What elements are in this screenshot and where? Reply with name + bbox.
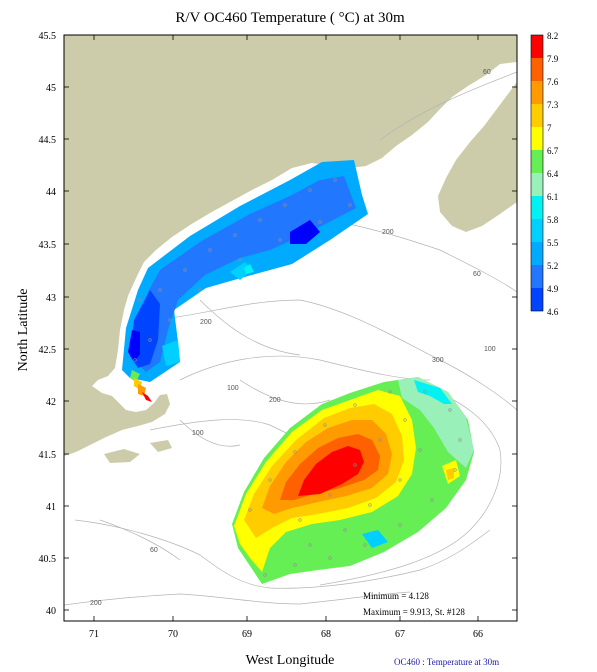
- y-tick-label: 44: [46, 187, 56, 198]
- georges-bank-temperature-field: [232, 377, 474, 584]
- colorbar-label: 7: [547, 123, 552, 133]
- colorbar-swatch: [531, 265, 543, 288]
- colorbar-label: 6.7: [547, 146, 559, 156]
- y-tick-labels: 45.5 45 44.5 44 43.5 43 42.5 42 41.5 41 …: [39, 31, 57, 617]
- y-tick-label: 44.5: [39, 135, 57, 146]
- colorbar-swatch: [531, 35, 543, 58]
- colorbar-label: 6.1: [547, 192, 558, 202]
- isobath-contours: [64, 71, 517, 606]
- y-tick-label: 42: [46, 397, 56, 408]
- svg-text:200: 200: [200, 319, 212, 326]
- maximum-stat: Maximum = 9.913, St. #128: [363, 607, 465, 617]
- svg-text:200: 200: [269, 397, 281, 404]
- colorbar-swatch: [531, 58, 543, 81]
- colorbar-swatch: [531, 104, 543, 127]
- chart-title: R/V OC460 Temperature ( °C) at 30m: [175, 10, 405, 26]
- colorbar-swatch: [531, 173, 543, 196]
- colorbar-label: 4.9: [547, 284, 559, 294]
- axis-tick-marks: [64, 34, 517, 621]
- y-tick-label: 43: [46, 293, 56, 304]
- colorbar-frame: [530, 34, 544, 312]
- colorbar-swatch: [531, 288, 543, 311]
- svg-text:100: 100: [227, 385, 239, 392]
- y-tick-label: 40.5: [39, 554, 57, 565]
- svg-text:60: 60: [483, 69, 491, 76]
- colorbar-label: 5.8: [547, 215, 559, 225]
- land-nova-scotia: [438, 82, 517, 232]
- land-mainland: [64, 35, 517, 456]
- colorbar-label: 7.6: [547, 77, 559, 87]
- colorbar-label: 7.9: [547, 54, 559, 64]
- svg-text:100: 100: [192, 430, 204, 437]
- gulf-of-maine-temperature-field: [122, 160, 368, 402]
- colorbar-label: 6.4: [547, 169, 559, 179]
- x-tick-label: 67: [395, 629, 405, 640]
- svg-text:60: 60: [473, 271, 481, 278]
- land-islands: [104, 440, 172, 463]
- x-tick-label: 68: [321, 629, 331, 640]
- x-tick-labels: 71 70 69 68 67 66: [89, 629, 483, 640]
- y-tick-label: 45: [46, 83, 56, 94]
- x-tick-label: 71: [89, 629, 99, 640]
- colorbar-label: 4.6: [547, 307, 559, 317]
- colorbar-swatch: [531, 127, 543, 150]
- colorbar-swatch: [531, 150, 543, 173]
- svg-text:60: 60: [150, 547, 158, 554]
- colorbar-swatch: [531, 242, 543, 265]
- station-markers: [133, 178, 462, 577]
- y-tick-label: 43.5: [39, 240, 57, 251]
- y-tick-label: 45.5: [39, 31, 57, 42]
- svg-text:100: 100: [484, 346, 496, 353]
- x-tick-label: 70: [168, 629, 178, 640]
- colorbar-swatch: [531, 196, 543, 219]
- y-tick-label: 42.5: [39, 345, 57, 356]
- x-tick-label: 66: [473, 629, 483, 640]
- plot-frame: [63, 34, 518, 622]
- colorbar-label: 5.5: [547, 238, 559, 248]
- colorbar-swatch: [531, 81, 543, 104]
- colorbar: 8.2 7.9 7.6 7.3 7 6.7 6.4 6.1 5.8 5.5 5.…: [530, 31, 559, 317]
- colorbar-swatch: [531, 219, 543, 242]
- x-tick-label: 69: [242, 629, 252, 640]
- credit-text: OC460 : Temperature at 30m: [394, 657, 499, 667]
- y-tick-label: 41.5: [39, 450, 57, 461]
- x-axis-label: West Longitude: [246, 653, 335, 668]
- minimum-stat: Minimum = 4.128: [363, 591, 429, 601]
- colorbar-label: 8.2: [547, 31, 558, 41]
- svg-text:200: 200: [382, 229, 394, 236]
- colorbar-label: 5.2: [547, 261, 558, 271]
- svg-text:200: 200: [90, 600, 102, 607]
- colorbar-label: 7.3: [547, 100, 559, 110]
- y-axis-label: North Latitude: [16, 289, 31, 372]
- y-tick-label: 40: [46, 606, 56, 617]
- y-tick-label: 41: [46, 502, 56, 513]
- svg-text:300: 300: [432, 357, 444, 364]
